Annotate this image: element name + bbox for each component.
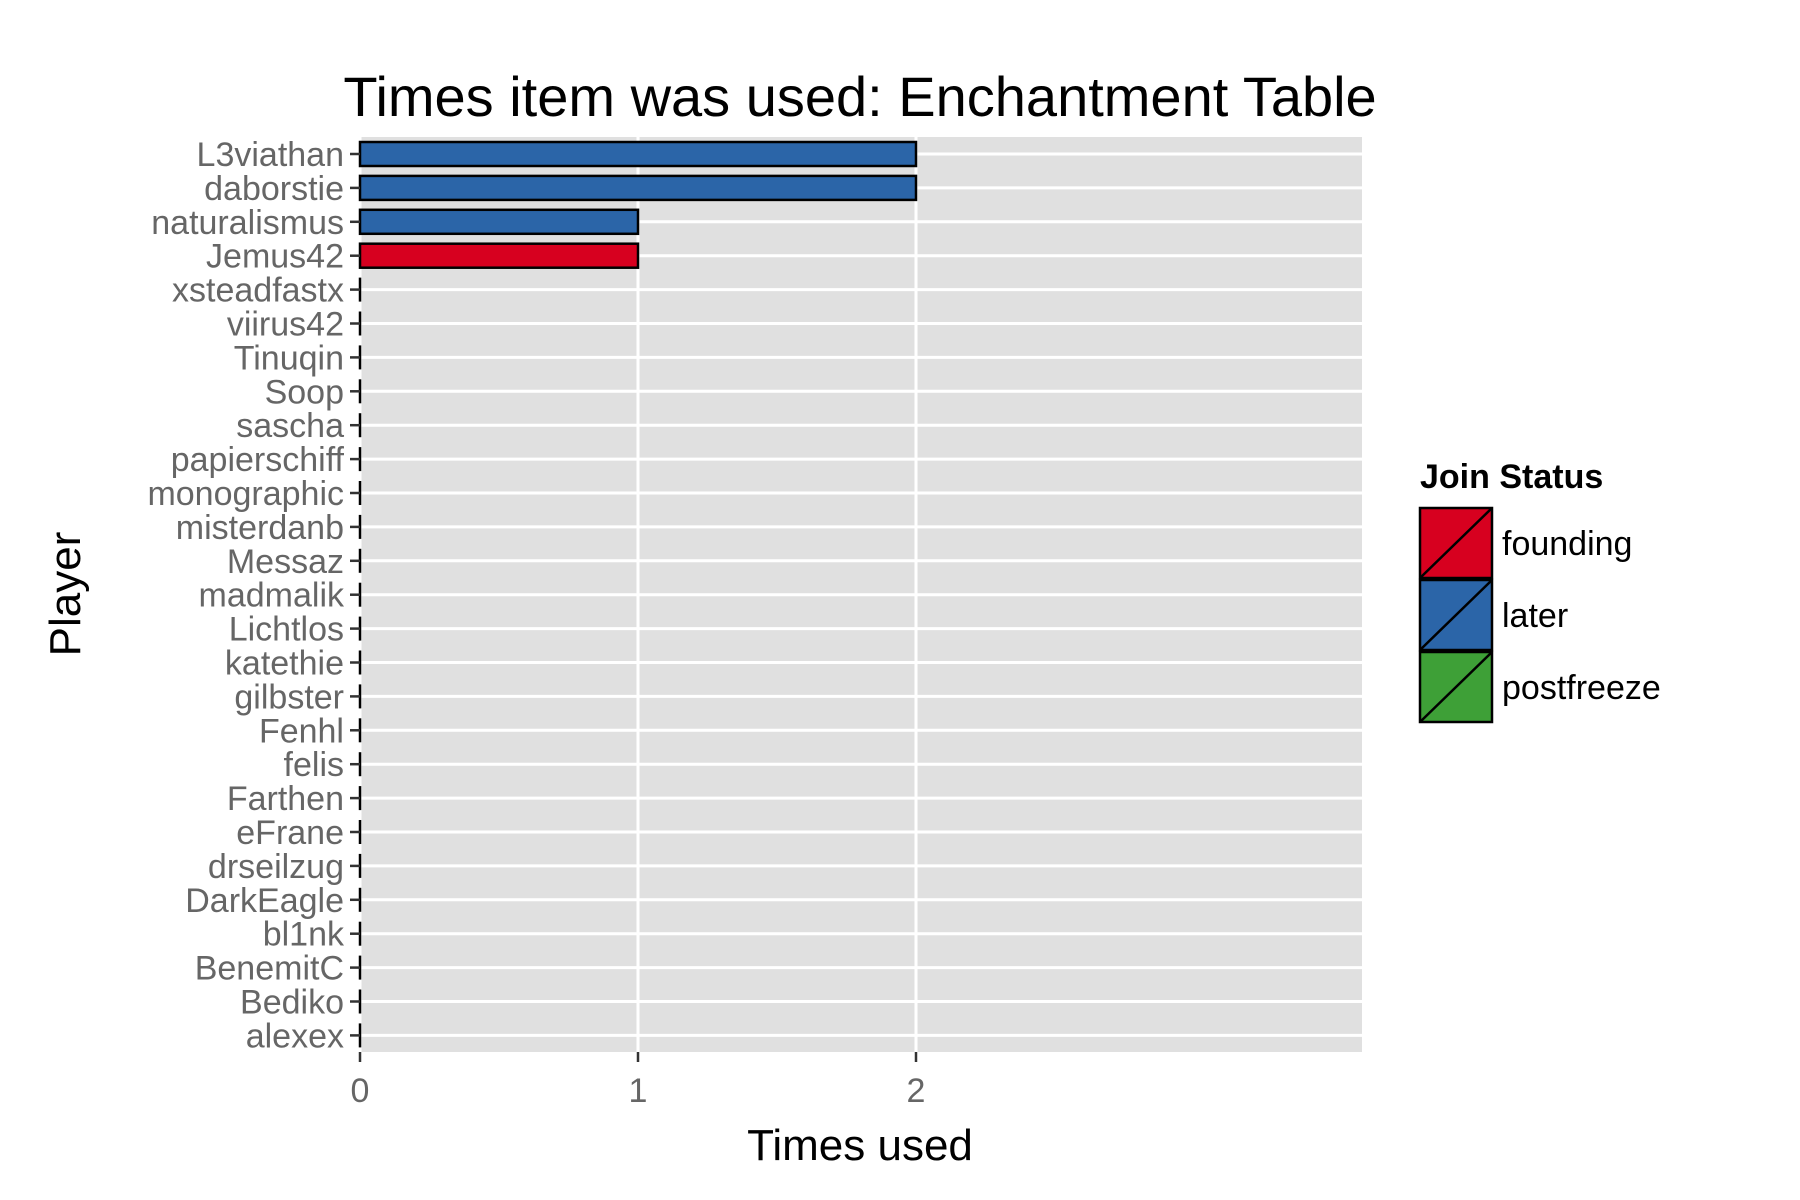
y-tick-label: Soop xyxy=(265,373,344,411)
y-axis-title: Player xyxy=(41,532,90,657)
y-tick-label: misterdanb xyxy=(176,509,344,547)
x-axis-title: Times used xyxy=(747,1121,973,1170)
y-tick-label: gilbster xyxy=(234,678,344,716)
y-tick-label: bl1nk xyxy=(263,916,345,954)
y-axis: L3viathandaborstienaturalismusJemus42xst… xyxy=(147,136,360,1055)
y-tick-label: monographic xyxy=(147,475,344,513)
y-tick-label: Bediko xyxy=(240,984,344,1022)
bar xyxy=(358,174,918,202)
legend-items: founding later postfreeze xyxy=(1418,506,1661,724)
y-tick-label: Messaz xyxy=(227,543,344,581)
y-tick-label: alexex xyxy=(246,1017,344,1055)
bar xyxy=(358,208,640,236)
y-tick-label: katethie xyxy=(225,645,344,683)
legend-key-slash xyxy=(1419,579,1493,651)
legend-label-later: later xyxy=(1502,597,1568,635)
y-tick-label: Lichtlos xyxy=(229,611,344,649)
chart-title: Times item was used: Enchantment Table xyxy=(343,65,1376,128)
y-tick-label: daborstie xyxy=(204,170,344,208)
y-tick-label: sascha xyxy=(236,407,344,445)
legend-title: Join Status xyxy=(1420,458,1603,496)
bar xyxy=(358,242,640,269)
legend-label-postfreeze: postfreeze xyxy=(1502,669,1661,707)
y-tick-label: felis xyxy=(284,746,344,784)
y-tick-label: Jemus42 xyxy=(206,238,344,276)
x-tick-label: 0 xyxy=(351,1072,370,1110)
y-tick-label: DarkEagle xyxy=(185,882,344,920)
y-tick-label: BenemitC xyxy=(195,950,344,988)
y-tick-label: madmalik xyxy=(199,577,345,615)
gridlines xyxy=(358,137,1362,1052)
bar xyxy=(358,140,918,168)
x-tick-label: 2 xyxy=(907,1072,926,1110)
legend-key-slash xyxy=(1419,507,1493,579)
legend-key-slash xyxy=(1419,651,1493,723)
y-tick-label: Farthen xyxy=(227,780,344,818)
y-tick-label: viirus42 xyxy=(227,306,344,344)
y-tick-label: L3viathan xyxy=(197,136,344,174)
y-tick-label: naturalismus xyxy=(151,204,344,242)
y-tick-label: Fenhl xyxy=(259,712,344,750)
y-tick-label: papierschiff xyxy=(171,441,345,479)
y-tick-label: drseilzug xyxy=(208,848,344,886)
y-tick-label: eFrane xyxy=(236,814,344,852)
x-axis: 0 1 2 xyxy=(351,1052,926,1110)
y-tick-label: Tinuqin xyxy=(234,339,344,377)
legend: Join Status founding later postfreeze xyxy=(1418,458,1661,724)
legend-label-founding: founding xyxy=(1502,525,1632,563)
y-tick-label: xsteadfastx xyxy=(172,272,344,310)
x-tick-label: 1 xyxy=(629,1072,648,1110)
